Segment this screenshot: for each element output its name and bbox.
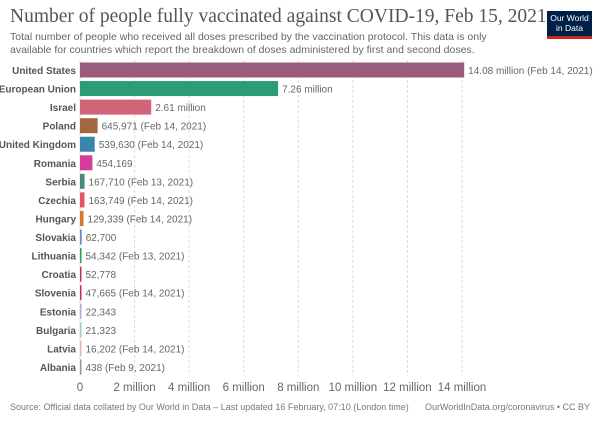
category-label: Bulgaria: [36, 326, 76, 337]
category-label: Slovakia: [35, 233, 76, 244]
category-label: European Union: [0, 85, 76, 96]
bar: [80, 248, 82, 264]
bar: [80, 118, 98, 134]
x-tick-label: 0: [77, 382, 83, 394]
chart-title: Number of people fully vaccinated agains…: [10, 6, 547, 27]
data-label: 167,710 (Feb 13, 2021): [89, 177, 194, 188]
data-label: 129,339 (Feb 14, 2021): [88, 214, 193, 225]
bar: [80, 62, 465, 78]
data-label: 62,700: [86, 233, 117, 244]
credit-link[interactable]: OurWorldInData.org/coronavirus • CC BY: [424, 402, 590, 412]
data-label: 16,202 (Feb 14, 2021): [86, 344, 185, 355]
bar: [80, 192, 85, 208]
x-tick-label: 8 million: [277, 382, 319, 394]
category-label: Israel: [50, 103, 76, 114]
bar: [80, 340, 82, 356]
category-label: Serbia: [45, 177, 76, 188]
x-tick-label: 2 million: [113, 382, 155, 394]
data-label: 21,323: [86, 326, 117, 337]
x-tick-label: 12 million: [383, 382, 432, 394]
data-label: 645,971 (Feb 14, 2021): [102, 122, 207, 133]
bar: [80, 285, 82, 301]
category-label: Hungary: [35, 214, 76, 225]
x-tick-label: 6 million: [223, 382, 265, 394]
bar: [80, 99, 152, 115]
category-label: Czechia: [38, 196, 76, 207]
logo-line2: in Data: [556, 23, 583, 33]
data-label: 438 (Feb 9, 2021): [86, 363, 166, 374]
bar: [80, 136, 95, 152]
category-label: Croatia: [42, 270, 77, 281]
bar: [80, 81, 279, 97]
x-tick-label: 14 million: [438, 382, 487, 394]
owid-logo[interactable]: Our World in Data: [547, 11, 592, 39]
bar: [80, 322, 82, 338]
category-label: Estonia: [40, 307, 77, 318]
data-label: 7.26 million: [282, 85, 333, 96]
bar: [80, 359, 82, 375]
data-label: 454,169: [96, 159, 133, 170]
data-label: 14.08 million (Feb 14, 2021): [468, 66, 593, 77]
bar: [80, 229, 82, 245]
chart-subtitle: Total number of people who received all …: [10, 31, 487, 56]
category-label: Poland: [43, 122, 76, 133]
bar: [80, 173, 85, 189]
category-label: Albania: [40, 363, 77, 374]
category-label: Romania: [34, 159, 77, 170]
category-label: United States: [12, 66, 76, 77]
x-tick-label: 4 million: [168, 382, 210, 394]
bar: [80, 303, 82, 319]
data-label: 2.61 million: [155, 103, 206, 114]
bar-chart: 0 2 million 4 million 6 million 8 million 10 …: [0, 60, 593, 394]
bar: [80, 155, 93, 171]
logo-line1: Our World: [550, 13, 589, 23]
x-tick-label: 10 million: [329, 382, 378, 394]
bar: [80, 210, 84, 226]
category-label: Latvia: [47, 344, 76, 355]
data-label: 54,342 (Feb 13, 2021): [86, 252, 185, 263]
data-label: 52,778: [86, 270, 117, 281]
bar: [80, 266, 82, 282]
category-label: Lithuania: [32, 252, 77, 263]
source-note: Source: Official data collated by Our Wo…: [10, 402, 409, 412]
data-label: 47,665 (Feb 14, 2021): [86, 289, 185, 300]
data-label: 163,749 (Feb 14, 2021): [88, 196, 193, 207]
data-label: 539,630 (Feb 14, 2021): [99, 140, 204, 151]
category-label: United Kingdom: [0, 140, 76, 151]
data-label: 22,343: [86, 307, 117, 318]
category-label: Slovenia: [35, 289, 77, 300]
